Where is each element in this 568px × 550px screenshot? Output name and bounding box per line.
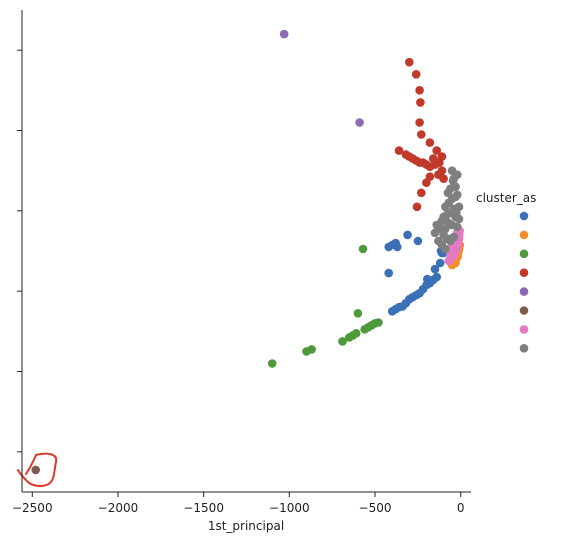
data-point-series-2-6: [351, 329, 361, 338]
data-point-series-7-7: [441, 202, 450, 212]
axes: [21, 10, 471, 493]
legend-title: cluster_as: [476, 191, 536, 205]
data-point-series-3-7: [394, 146, 404, 155]
data-point-series-4-0: [279, 29, 289, 39]
x-tick-label: −1500: [183, 501, 224, 515]
data-point-series-3-21: [434, 170, 443, 179]
data-point-series-7-32: [443, 188, 453, 198]
x-tick-label: −2500: [12, 501, 53, 515]
data-point-series-3-26: [430, 160, 440, 169]
data-point-series-4-1: [355, 118, 364, 127]
legend-marker-4: [519, 287, 529, 296]
data-point-series-2-11: [374, 318, 383, 327]
data-point-series-7-34: [452, 208, 461, 218]
legend: cluster_as: [476, 191, 536, 353]
data-point-series-2-0: [267, 359, 277, 368]
data-point-series-3-25: [437, 152, 447, 161]
data-point-series-7-26: [453, 170, 462, 179]
legend-marker-1: [519, 230, 529, 240]
data-point-series-3-17: [432, 146, 442, 155]
data-point-series-7-33: [448, 176, 458, 185]
data-point-series-3-1: [411, 70, 421, 79]
legend-marker-5: [519, 306, 529, 315]
data-point-series-7-22: [449, 232, 459, 242]
data-point-series-0-12: [384, 268, 394, 278]
data-point-series-3-3: [416, 98, 425, 107]
data-point-series-2-2: [307, 345, 316, 354]
data-point-series-7-27: [451, 192, 460, 202]
data-point-series-3-23: [417, 188, 426, 198]
data-point-series-0-7: [435, 258, 445, 268]
data-point-series-3-27: [425, 172, 435, 181]
data-point-series-0-5: [413, 236, 423, 246]
x-tick-label: −500: [359, 501, 392, 515]
data-point-series-5-0: [31, 465, 40, 475]
legend-marker-6: [519, 325, 529, 334]
data-point-series-3-4: [415, 118, 424, 127]
data-point-series-2-12: [353, 309, 363, 318]
data-point-series-3-6: [425, 138, 435, 147]
data-point-series-7-30: [432, 220, 442, 230]
data-point-series-2-3: [338, 337, 347, 346]
annotation-outline: [17, 452, 58, 487]
data-point-series-3-0: [405, 57, 414, 67]
data-point-series-0-4: [403, 230, 412, 240]
data-point-series-3-5: [417, 130, 426, 139]
data-point-series-3-24: [412, 202, 422, 212]
data-point-series-7-16: [453, 222, 462, 232]
legend-marker-3: [519, 268, 529, 278]
legend-marker-2: [519, 249, 529, 259]
data-point-series-7-31: [430, 228, 440, 238]
x-axis-label: 1st_principal: [208, 519, 284, 533]
data-point-series-0-9: [430, 264, 440, 274]
data-point-series-0-27: [432, 272, 442, 282]
data-point-series-3-2: [415, 86, 424, 95]
x-tick-label: −1000: [269, 501, 310, 515]
x-tick-label: 0: [457, 501, 465, 515]
x-tick-label: −2000: [98, 501, 139, 515]
data-point-series-7-25: [441, 244, 450, 254]
x-ticks: −2500 −2000 −1500 −1000 −500 0: [12, 492, 465, 515]
legend-marker-0: [519, 211, 529, 221]
data-point-series-0-3: [393, 242, 402, 252]
scatter-points: [31, 29, 465, 475]
data-point-series-2-13: [358, 244, 368, 254]
legend-marker-7: [519, 344, 529, 353]
y-ticks: [17, 49, 22, 453]
